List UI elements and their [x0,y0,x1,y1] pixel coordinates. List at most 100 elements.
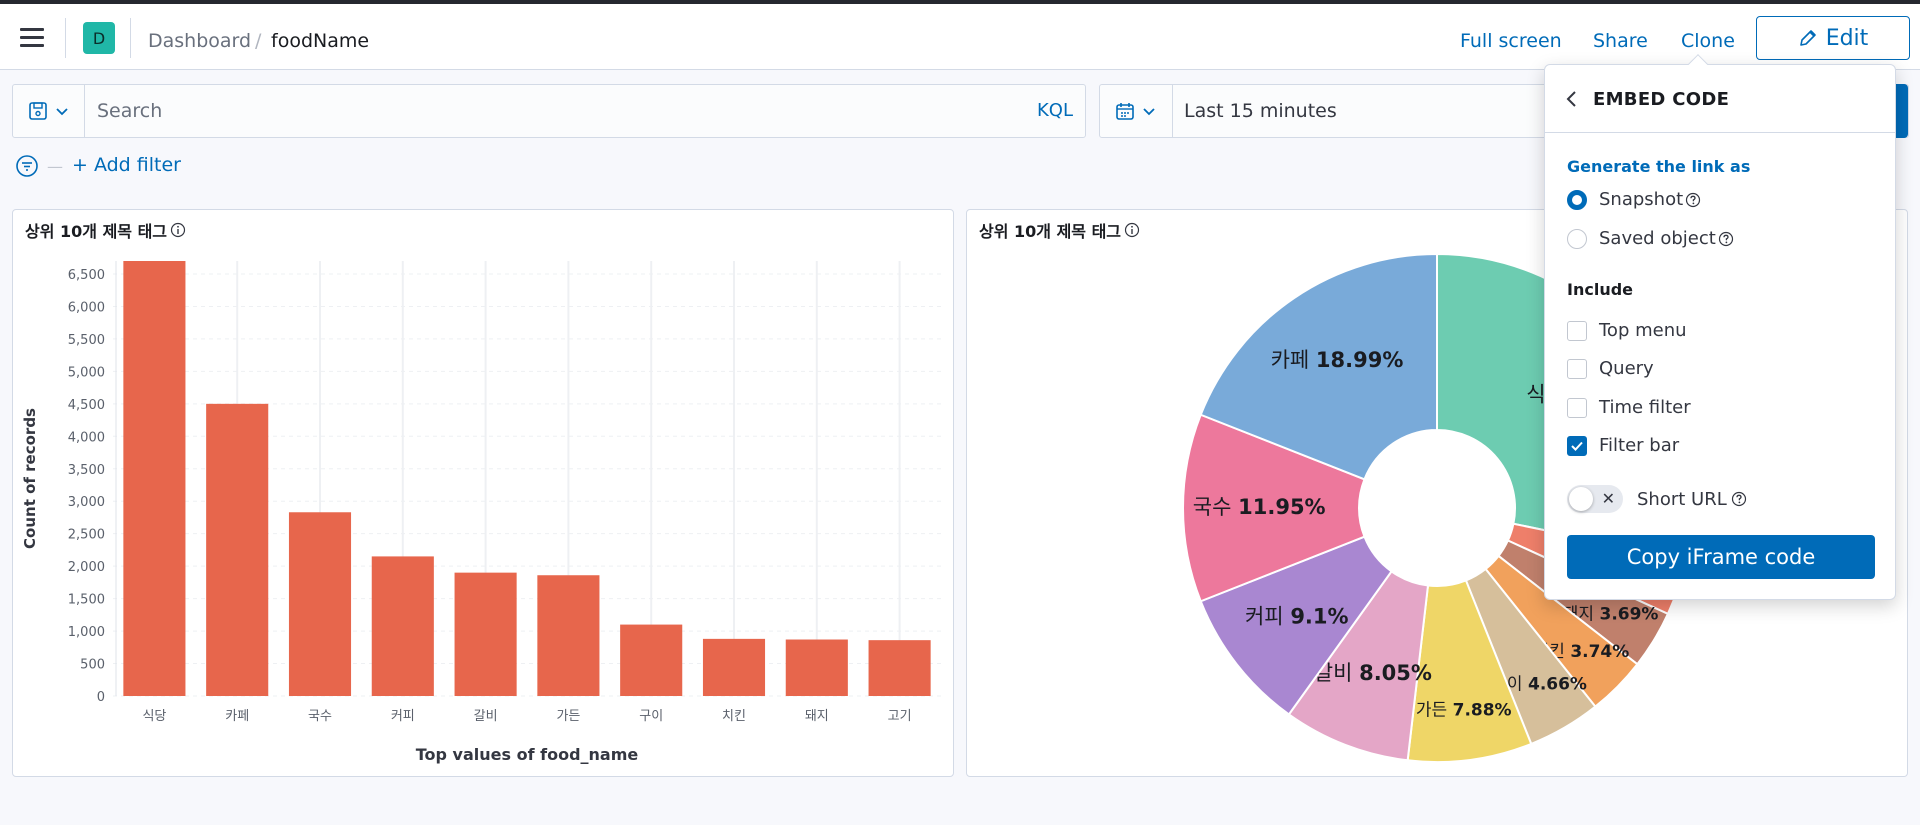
x-tick-label: 식당 [142,709,166,724]
chevron-down-icon [55,108,68,116]
short-url-option[interactable]: ✕ Short URL [1567,485,1747,513]
filter-icon[interactable] [15,154,39,178]
y-tick-label: 2,500 [68,528,105,543]
chevron-down-icon [1143,108,1155,116]
slice-percent: 3.74% [1570,642,1629,662]
slice-label: 돼지 3.69% [1563,605,1659,625]
slice-label: 국수 11.95% [1193,495,1326,519]
generate-link-label: Generate the link as [1567,157,1751,176]
query-label: Query [1599,358,1654,379]
include-label: Include [1567,280,1634,299]
y-tick-label: 1,500 [68,593,105,608]
slice-percent: 7.88% [1453,700,1512,720]
saved-object-option[interactable]: Saved object [1567,228,1734,249]
quick-time-menu[interactable] [1100,85,1173,137]
share-link[interactable]: Share [1593,30,1648,52]
y-tick-label: 5,500 [68,333,105,348]
menu-icon[interactable] [20,28,44,48]
calendar-icon [1116,103,1134,120]
snapshot-label: Snapshot [1599,189,1684,210]
y-tick-label: 3,000 [68,495,105,510]
slice-percent: 11.95% [1238,495,1325,519]
edit-label: Edit [1825,25,1869,51]
slice-label: 카페 18.99% [1271,348,1404,372]
y-tick-label: 6,000 [68,300,105,315]
x-tick-label: 치킨 [722,709,746,724]
y-tick-label: 1,000 [68,625,105,640]
x-tick-label: 커피 [391,709,415,724]
saved-object-radio[interactable] [1567,228,1587,249]
slice-percent: 3.69% [1599,605,1658,625]
slice-label: 치킨 3.74% [1534,642,1630,662]
y-tick-label: 500 [80,658,105,673]
breadcrumb-dashboard[interactable]: Dashboard [148,30,252,52]
save-icon [28,102,47,120]
help-icon[interactable] [1685,192,1701,208]
bar [123,261,186,696]
breadcrumb-separator: / [255,30,262,52]
bar [785,639,848,696]
filter-divider: — [47,157,63,176]
x-tick-label: 갈비 [474,709,498,724]
bar-chart-panel: 상위 10개 제목 태그 0 500 1,000 1,500 2,000 2,500 3,0… [12,209,954,777]
header-divider [65,18,66,58]
bar [206,403,269,696]
filter-bar-option[interactable]: Filter bar [1567,435,1679,456]
query-option[interactable]: Query [1567,358,1654,379]
time-filter-option[interactable]: Time filter [1567,397,1691,418]
slice-percent: 4.66% [1528,675,1587,695]
slice-percent: 9.1% [1290,604,1348,628]
check-icon [1571,441,1583,451]
x-tick-label: 돼지 [805,709,829,724]
info-icon[interactable] [1124,222,1140,238]
y-axis-label: Count of records [21,408,39,549]
top-strip [0,0,1920,4]
snapshot-option[interactable]: Snapshot [1567,189,1701,210]
y-tick-label: 6,500 [68,268,105,283]
bar [371,556,434,696]
y-tick-label: 3,500 [68,463,105,478]
kql-toggle[interactable]: KQL [1037,100,1073,121]
time-filter-checkbox[interactable] [1567,397,1587,418]
time-filter-label: Time filter [1599,397,1691,418]
bar [288,512,352,696]
search-input[interactable] [97,97,997,125]
filter-bar-checkbox[interactable] [1567,435,1587,456]
x-tick-label: 국수 [308,709,332,724]
help-icon[interactable] [1718,231,1734,247]
space-avatar[interactable]: D [83,22,115,54]
time-range-text[interactable]: Last 15 minutes [1184,100,1337,122]
y-tick-label: 4,500 [68,398,105,413]
snapshot-radio[interactable] [1567,189,1587,210]
saved-object-label: Saved object [1599,228,1716,249]
arrow-left-icon[interactable] [1563,89,1581,109]
pie-chart-title: 상위 10개 제목 태그 [979,222,1122,241]
x-tick-label: 구이 [639,709,663,724]
clone-link[interactable]: Clone [1681,30,1735,52]
bar [454,572,517,696]
short-url-toggle[interactable]: ✕ [1567,485,1623,513]
slice-percent: 18.99% [1316,348,1403,372]
edit-button[interactable]: Edit [1756,16,1910,60]
breadcrumb-current: foodName [271,30,370,52]
slice-label: 가든 7.88% [1416,700,1512,720]
full-screen-link[interactable]: Full screen [1460,30,1562,52]
popover-title: EMBED CODE [1593,89,1730,110]
saved-query-menu[interactable] [13,85,85,137]
query-checkbox[interactable] [1567,358,1587,379]
panel-title: 상위 10개 제목 태그 [25,218,186,242]
short-url-label: Short URL [1637,488,1727,510]
info-icon[interactable] [170,222,186,238]
pencil-icon [1799,30,1816,46]
close-icon: ✕ [1601,489,1615,508]
bar [537,575,600,696]
add-filter-button[interactable]: + Add filter [72,154,181,176]
query-bar: KQL [12,84,1086,138]
popover-header: EMBED CODE [1545,65,1895,133]
top-menu-checkbox[interactable] [1567,320,1587,341]
top-menu-option[interactable]: Top menu [1567,320,1687,341]
y-tick-label: 4,000 [68,430,105,445]
copy-iframe-button[interactable]: Copy iFrame code [1567,535,1875,579]
pie-slice [1182,413,1366,603]
help-icon[interactable] [1731,491,1747,507]
